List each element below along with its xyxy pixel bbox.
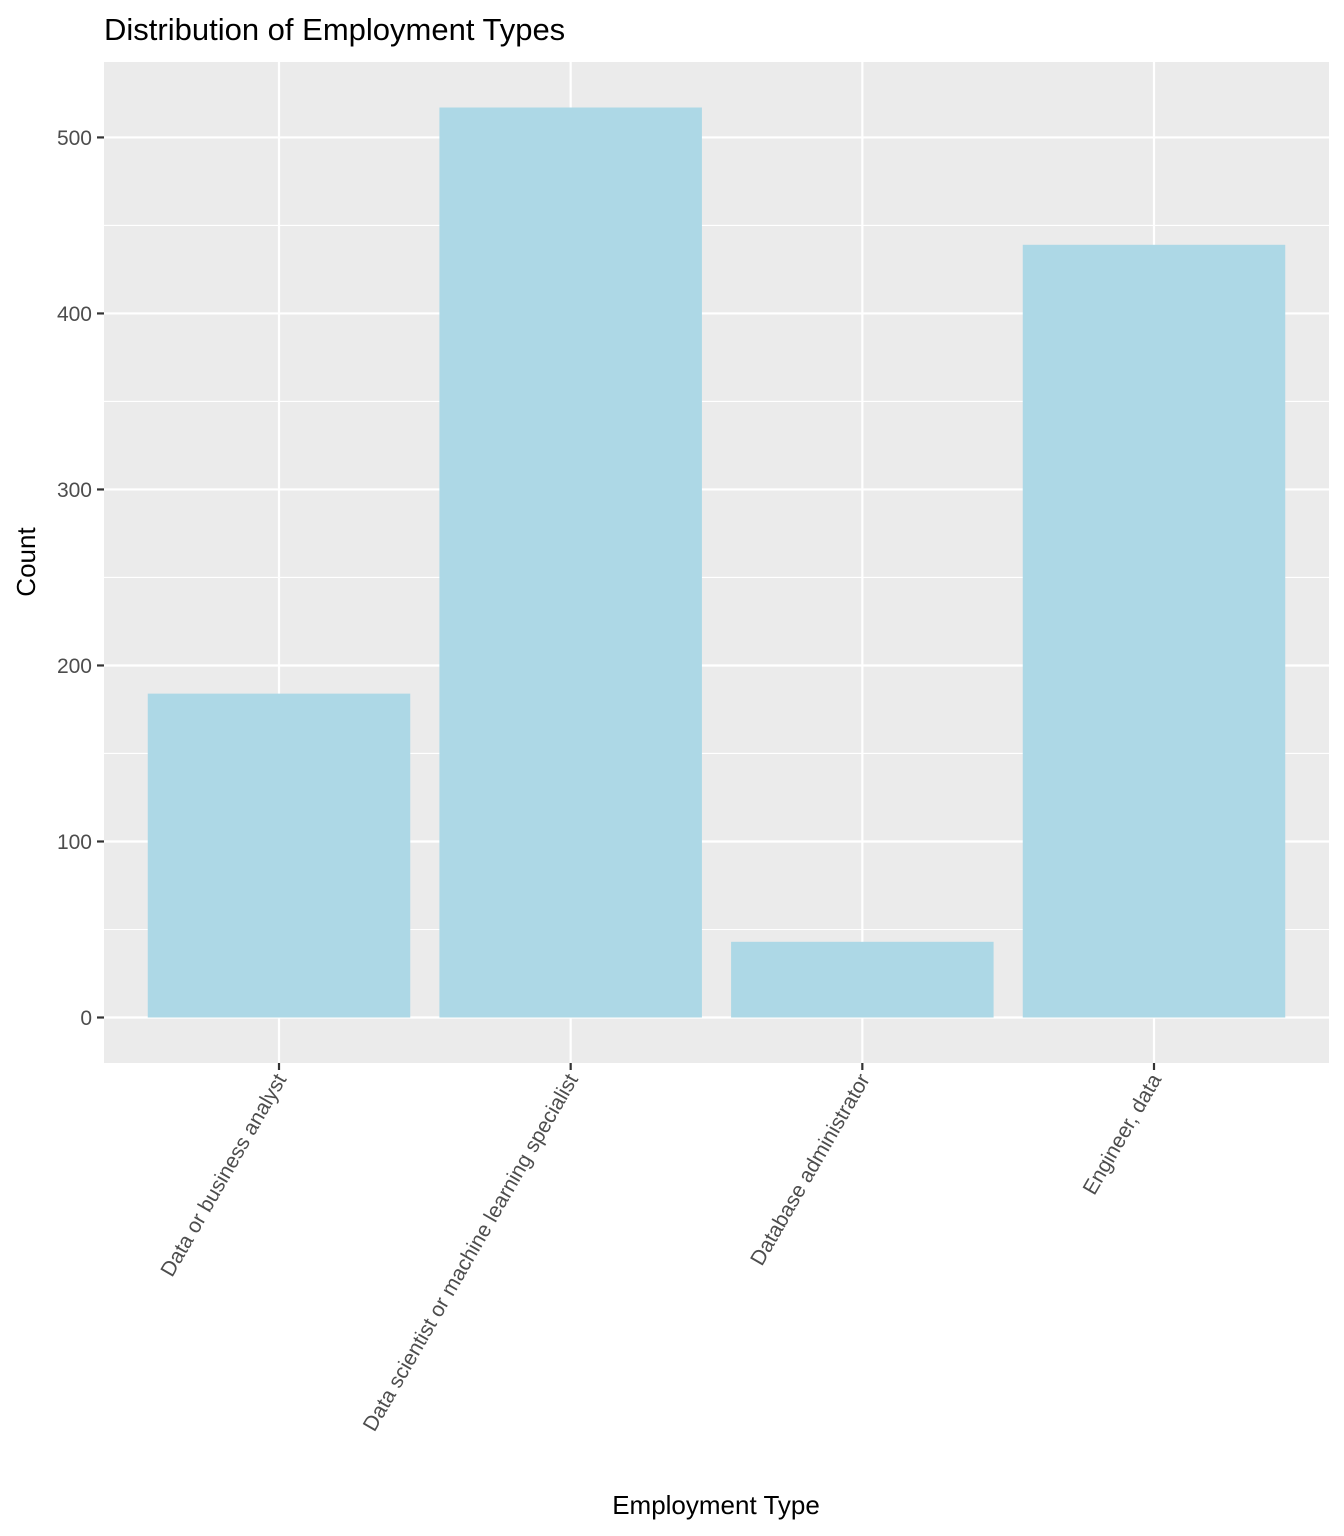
bar-1 [147,693,411,1018]
bars [147,107,1286,1018]
bar-3 [731,941,994,1018]
y-tick-label: 300 [57,479,92,502]
x-axis-title: Employment Type [612,1490,820,1520]
y-axis-title: Count [11,527,41,597]
y-axis: 0 100 200 300 400 500 [57,127,104,1030]
bar-4 [1022,244,1286,1018]
y-tick-label: 400 [57,303,92,326]
y-tick-label: 100 [57,831,92,854]
y-tick-label: 500 [57,127,92,150]
y-tick-label: 0 [80,1007,92,1030]
bar-2 [439,107,702,1018]
chart-title: Distribution of Employment Types [104,12,565,47]
y-tick-label: 200 [57,655,92,678]
